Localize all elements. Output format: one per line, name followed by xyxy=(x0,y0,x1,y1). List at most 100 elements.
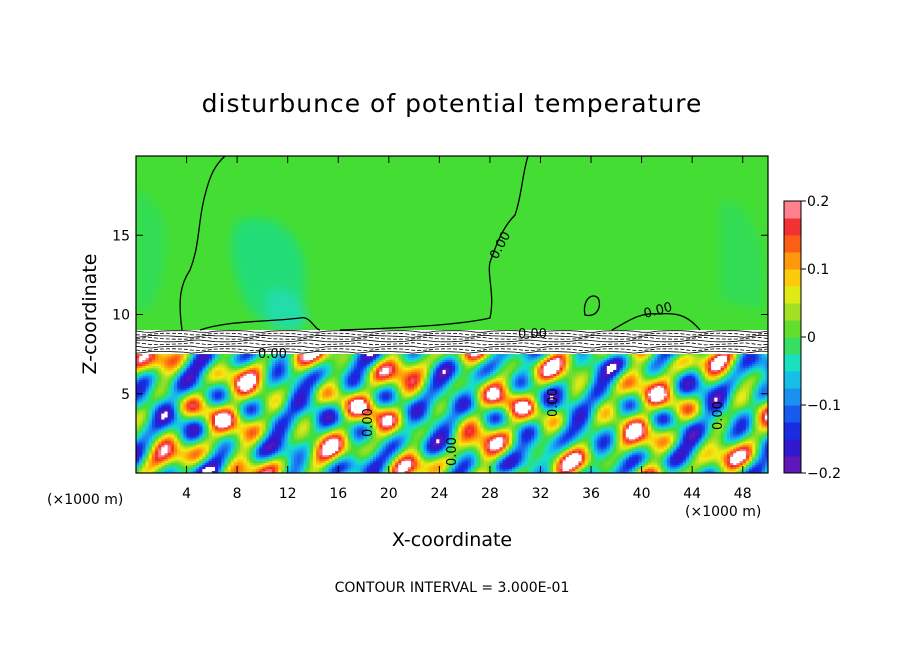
lower-field-cell xyxy=(208,381,213,385)
lower-field-cell xyxy=(496,364,500,367)
lower-field-cell xyxy=(632,371,636,375)
lower-field-cell xyxy=(398,375,403,379)
lower-field-cell xyxy=(363,377,368,381)
lower-field-cell xyxy=(233,358,238,361)
lower-field-cell xyxy=(224,377,229,381)
lower-field-cell xyxy=(344,367,349,371)
lower-field-cell xyxy=(211,367,216,371)
lower-field-cell xyxy=(256,379,260,383)
lower-field-cell xyxy=(426,354,431,357)
lower-field-cell xyxy=(755,366,760,369)
lower-field-cell xyxy=(562,360,567,363)
lower-field-cell xyxy=(515,369,519,373)
lower-field-cell xyxy=(325,369,330,373)
lower-field-cell xyxy=(641,366,646,369)
lower-field-cell xyxy=(300,369,305,373)
lower-field-cell xyxy=(233,367,238,371)
lower-field-cell xyxy=(290,360,295,363)
lower-field-cell xyxy=(173,377,178,381)
lower-field-cell xyxy=(448,364,453,367)
lower-field-cell xyxy=(723,364,728,367)
lower-field-cell xyxy=(300,362,305,365)
lower-field-cell xyxy=(575,367,579,371)
lower-field-cell xyxy=(733,356,737,359)
lower-field-cell xyxy=(527,354,532,357)
lower-field-cell xyxy=(373,360,377,363)
lower-field-cell xyxy=(581,377,586,381)
lower-field-cell xyxy=(275,356,279,359)
lower-field-cell xyxy=(385,379,390,383)
lower-field-cell xyxy=(319,371,324,375)
lower-field-cell xyxy=(442,364,447,367)
lower-field-cell xyxy=(429,358,434,361)
lower-field-cell xyxy=(685,375,690,379)
lower-field-cell xyxy=(262,369,267,373)
lower-field-cell xyxy=(572,358,576,361)
lower-field-cell xyxy=(259,356,263,359)
lower-field-cell xyxy=(246,373,251,377)
lower-field-cell xyxy=(192,381,197,385)
lower-field-cell xyxy=(316,367,320,371)
lower-field-cell xyxy=(192,364,197,367)
lower-field-cell xyxy=(578,358,583,361)
lower-field-cell xyxy=(243,367,248,371)
lower-field-cell xyxy=(218,360,222,363)
lower-field-cell xyxy=(237,373,241,377)
lower-field-cell xyxy=(379,366,384,369)
lower-field-cell xyxy=(414,366,418,369)
lower-field-cell xyxy=(587,369,592,373)
lower-field-cell xyxy=(407,366,412,369)
lower-field-cell xyxy=(167,367,172,371)
lower-field-cell xyxy=(303,373,308,377)
lower-field-cell xyxy=(414,379,418,383)
lower-field-cell xyxy=(429,369,434,373)
lower-field-cell xyxy=(246,358,251,361)
lower-field-cell xyxy=(641,373,646,377)
lower-field-cell xyxy=(360,364,365,367)
lower-field-cell xyxy=(657,358,662,361)
lower-field-cell xyxy=(240,366,245,369)
lower-field-cell xyxy=(764,373,768,377)
lower-field-cell xyxy=(414,367,418,371)
lower-field-cell xyxy=(758,354,763,357)
lower-field-cell xyxy=(701,369,706,373)
lower-field-cell xyxy=(338,375,342,379)
lower-field-cell xyxy=(736,371,741,375)
lower-field-cell xyxy=(309,381,314,385)
lower-field-cell xyxy=(483,354,488,357)
lower-field-cell xyxy=(682,371,687,375)
lower-field-cell xyxy=(186,377,191,381)
lower-field-cell xyxy=(594,366,598,369)
lower-field-cell xyxy=(136,360,140,363)
lower-field-cell xyxy=(328,354,333,357)
lower-field-cell xyxy=(417,356,421,359)
lower-field-cell xyxy=(584,362,589,365)
lower-field-cell xyxy=(458,366,463,369)
lower-field-cell xyxy=(379,375,384,379)
lower-field-cell xyxy=(698,377,703,381)
lower-field-cell xyxy=(436,377,440,381)
lower-field-cell xyxy=(294,371,298,375)
lower-field-cell xyxy=(755,360,760,363)
lower-field-cell xyxy=(145,362,150,365)
lower-field-cell xyxy=(518,360,523,363)
lower-field-cell xyxy=(303,371,308,375)
lower-field-cell xyxy=(205,356,210,359)
lower-field-cell xyxy=(281,362,286,365)
lower-field-cell xyxy=(208,364,213,367)
lower-field-cell xyxy=(761,369,766,373)
lower-field-cell xyxy=(338,373,342,377)
lower-field-cell xyxy=(499,358,504,361)
lower-field-cell xyxy=(647,364,652,367)
lower-field-cell xyxy=(682,362,687,365)
lower-field-cell xyxy=(666,360,671,363)
lower-field-cell xyxy=(287,362,292,365)
lower-field-cell xyxy=(420,373,425,377)
lower-field-cell xyxy=(546,358,551,361)
lower-field-cell xyxy=(376,373,380,377)
lower-field-cell xyxy=(338,356,342,359)
lower-field-cell xyxy=(382,377,387,381)
lower-field-cell xyxy=(543,354,548,357)
lower-field-cell xyxy=(575,369,579,373)
lower-field-cell xyxy=(404,360,409,363)
